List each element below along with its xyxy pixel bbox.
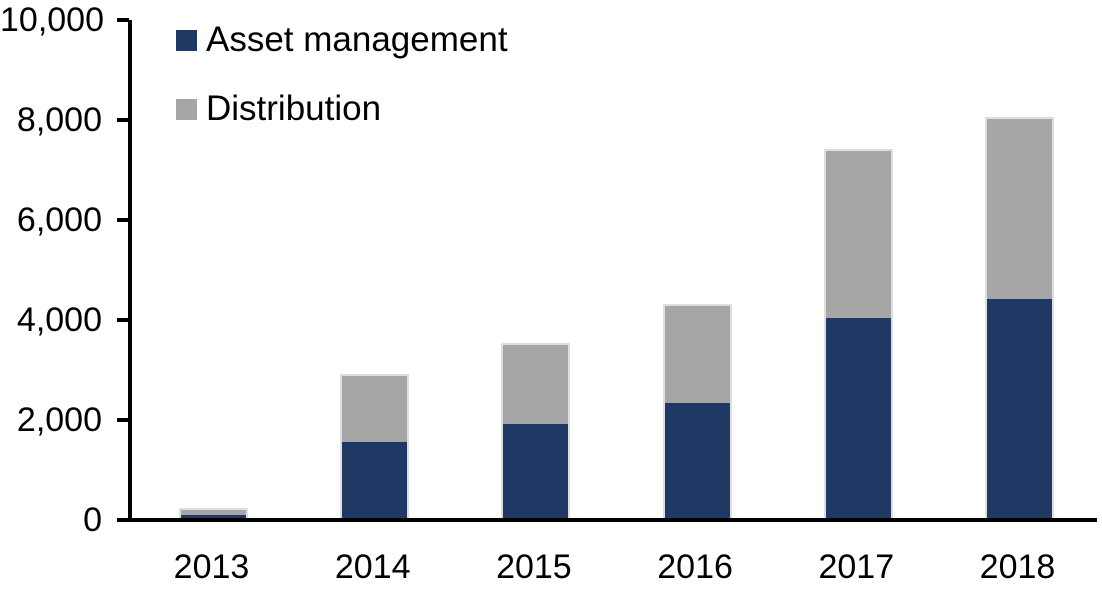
y-axis-tick-label-6000: 6,000 — [16, 201, 102, 239]
x-axis-tick-label-2016: 2016 — [657, 548, 733, 586]
y-axis-tick-mark-6000 — [117, 218, 129, 222]
y-axis-tick-mark-10000 — [117, 18, 129, 22]
bar-segment-2017-asset-management — [825, 317, 891, 519]
bar-segment-2013-distribution — [181, 509, 246, 515]
x-axis-tick-label-2013: 2013 — [173, 548, 250, 586]
x-axis-tick-label-2017: 2017 — [818, 548, 895, 586]
bar-2015 — [501, 342, 571, 519]
bar-2014 — [340, 373, 410, 519]
x-axis-tick-label-2018: 2018 — [979, 548, 1056, 586]
legend-label: Distribution — [206, 89, 382, 128]
bar-segment-2016-distribution — [664, 306, 730, 403]
legend-swatch-icon — [176, 29, 197, 51]
bar-segment-2013-asset-management — [181, 514, 246, 519]
bar-segment-2014-asset-management — [342, 441, 408, 519]
bar-2016 — [662, 304, 732, 519]
y-axis-tick-label-8000: 8,000 — [16, 101, 102, 139]
y-axis-tick-label-10000: 10,000 — [0, 1, 104, 39]
x-axis-tick-label-2015: 2015 — [496, 548, 572, 586]
bar-2018 — [985, 116, 1054, 519]
bar-segment-2018-distribution — [987, 118, 1052, 299]
bar-2017 — [823, 148, 893, 519]
y-axis-tick-mark-2000 — [117, 418, 129, 422]
legend: Asset management Distribution — [176, 20, 508, 128]
bar-segment-2014-distribution — [342, 375, 408, 442]
legend-item-asset-management: Asset management — [176, 20, 508, 59]
bar-segment-2015-asset-management — [503, 423, 569, 519]
legend-label: Asset management — [206, 20, 508, 59]
bar-segment-2015-distribution — [503, 344, 569, 424]
bar-2013 — [179, 507, 248, 519]
y-axis-line — [128, 20, 132, 522]
x-axis-tick-label-2014: 2014 — [334, 548, 411, 586]
y-axis-tick-label-2000: 2,000 — [16, 401, 102, 439]
bar-segment-2018-asset-management — [987, 298, 1052, 519]
y-axis-tick-mark-4000 — [117, 318, 129, 322]
legend-item-distribution: Distribution — [176, 89, 508, 128]
x-axis-line — [117, 518, 1097, 522]
legend-swatch-icon — [176, 98, 197, 120]
y-axis-tick-mark-8000 — [117, 118, 129, 122]
bar-segment-2016-asset-management — [664, 402, 730, 519]
bar-segment-2017-distribution — [825, 150, 891, 318]
y-axis-tick-label-0: 0 — [83, 501, 102, 539]
y-axis-tick-label-4000: 4,000 — [16, 301, 102, 339]
